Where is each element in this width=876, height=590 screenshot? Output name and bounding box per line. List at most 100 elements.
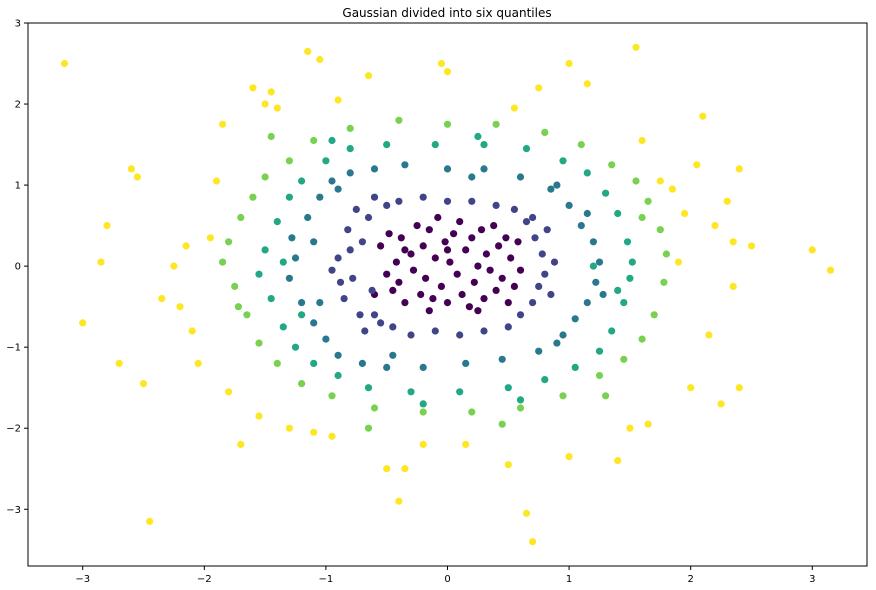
scatter-point-q2 — [389, 323, 397, 331]
scatter-point-q1 — [486, 266, 494, 274]
scatter-point-q1 — [480, 295, 488, 303]
scatter-point-q2 — [431, 327, 439, 335]
scatter-point-q4 — [261, 246, 269, 254]
scatter-point-q4 — [273, 218, 281, 226]
scatter-point-q1 — [453, 270, 461, 278]
scatter-point-q2 — [535, 282, 543, 290]
scatter-point-q6 — [310, 428, 318, 436]
scatter-point-q2 — [361, 327, 369, 335]
scatter-point-q1 — [392, 258, 400, 266]
scatter-point-q2 — [377, 319, 385, 327]
scatter-point-q2 — [468, 197, 476, 205]
scatter-point-q1 — [458, 290, 466, 299]
x-tick-label: 3 — [809, 574, 815, 585]
scatter-point-q2 — [334, 254, 342, 262]
scatter-point-q6 — [133, 173, 141, 181]
scatter-point-q4 — [595, 347, 604, 355]
scatter-point-q1 — [389, 286, 397, 294]
scatter-point-q2 — [547, 290, 555, 299]
scatter-point-q5 — [638, 335, 646, 343]
scatter-point-q6 — [304, 47, 312, 56]
scatter-point-q1 — [397, 234, 405, 242]
scatter-point-q6 — [103, 222, 111, 230]
x-axis: −3 −2 −1 0 1 2 3 — [75, 566, 815, 585]
scatter-point-q6 — [158, 295, 166, 303]
scatter-point-q2 — [352, 205, 360, 213]
scatter-point-q6 — [638, 136, 646, 145]
scatter-point-q5 — [249, 193, 257, 201]
scatter-point-q3 — [419, 363, 427, 371]
scatter-point-q4 — [589, 262, 598, 270]
scatter-point-q1 — [422, 274, 430, 282]
scatter-point-q3 — [358, 359, 366, 367]
scatter-point-q2 — [336, 278, 345, 286]
scatter-point-q1 — [401, 299, 409, 307]
scatter-point-q6 — [510, 104, 518, 112]
plot-frame — [27, 22, 868, 567]
scatter-point-q2 — [522, 218, 531, 226]
scatter-point-q2 — [358, 238, 366, 246]
scatter-point-q2 — [529, 213, 537, 222]
scatter-point-q4 — [628, 258, 636, 266]
scatter-point-q5 — [608, 161, 616, 169]
scatter-point-q6 — [127, 165, 135, 173]
scatter-point-q6 — [729, 282, 737, 290]
scatter-point-q3 — [322, 335, 330, 343]
scatter-point-q3 — [595, 258, 604, 266]
scatter-point-q3 — [462, 359, 470, 367]
scatter-point-q2 — [531, 234, 539, 242]
scatter-point-q3 — [565, 201, 573, 209]
scatter-point-q5 — [225, 238, 233, 246]
scatter-point-q5 — [346, 124, 354, 132]
scatter-point-q1 — [413, 222, 421, 230]
scatter-point-q6 — [237, 440, 245, 448]
scatter-point-q2 — [443, 197, 452, 205]
scatter-point-q4 — [419, 400, 427, 408]
scatter-point-q2 — [370, 193, 379, 201]
scatter-point-q6 — [267, 88, 275, 96]
scatter-point-q3 — [480, 165, 488, 173]
scatter-point-q6 — [529, 538, 537, 546]
scatter-point-q1 — [507, 254, 515, 262]
scatter-point-q4 — [516, 396, 525, 404]
scatter-point-q1 — [514, 238, 522, 246]
scatter-point-q1 — [446, 258, 454, 266]
scatter-point-q3 — [468, 173, 476, 181]
scatter-point-q1 — [385, 230, 393, 238]
scatter-point-q6 — [504, 461, 512, 469]
scatter-point-q2 — [407, 331, 415, 339]
scatter-point-q1 — [462, 246, 470, 254]
scatter-point-q6 — [364, 72, 373, 80]
scatter-point-q2 — [349, 274, 357, 282]
scatter-point-q3 — [310, 319, 318, 327]
scatter-point-q1 — [450, 230, 458, 238]
scatter-point-q4 — [608, 327, 616, 335]
scatter-point-q5 — [298, 380, 306, 388]
scatter-point-q2 — [370, 311, 379, 319]
scatter-point-q1 — [401, 246, 409, 254]
scatter-point-q3 — [559, 331, 567, 339]
scatter-point-q1 — [443, 299, 452, 307]
scatter-point-q5 — [638, 213, 646, 222]
scatter-point-q4 — [285, 193, 293, 201]
scatter-point-q5 — [559, 392, 567, 400]
scatter-point-q3 — [383, 363, 391, 371]
scatter-point-q3 — [547, 185, 555, 193]
scatter-point-q6 — [626, 424, 634, 432]
scatter-point-q6 — [170, 262, 178, 270]
scatter-point-q4 — [267, 295, 275, 303]
scatter-point-q1 — [417, 290, 425, 299]
scatter-point-q5 — [516, 404, 525, 412]
scatter-point-q6 — [79, 319, 87, 327]
scatter-point-q2 — [480, 327, 488, 335]
scatter-point-q2 — [344, 226, 352, 234]
scatter-point-q2 — [541, 270, 549, 278]
scatter-point-q6 — [705, 331, 713, 339]
scatter-point-q1 — [409, 266, 418, 274]
scatter-point-q1 — [516, 266, 525, 274]
scatter-point-q3 — [498, 355, 506, 363]
scatter-point-q6 — [182, 242, 190, 250]
scatter-point-q6 — [462, 440, 470, 448]
scatter-point-q4 — [456, 388, 464, 396]
